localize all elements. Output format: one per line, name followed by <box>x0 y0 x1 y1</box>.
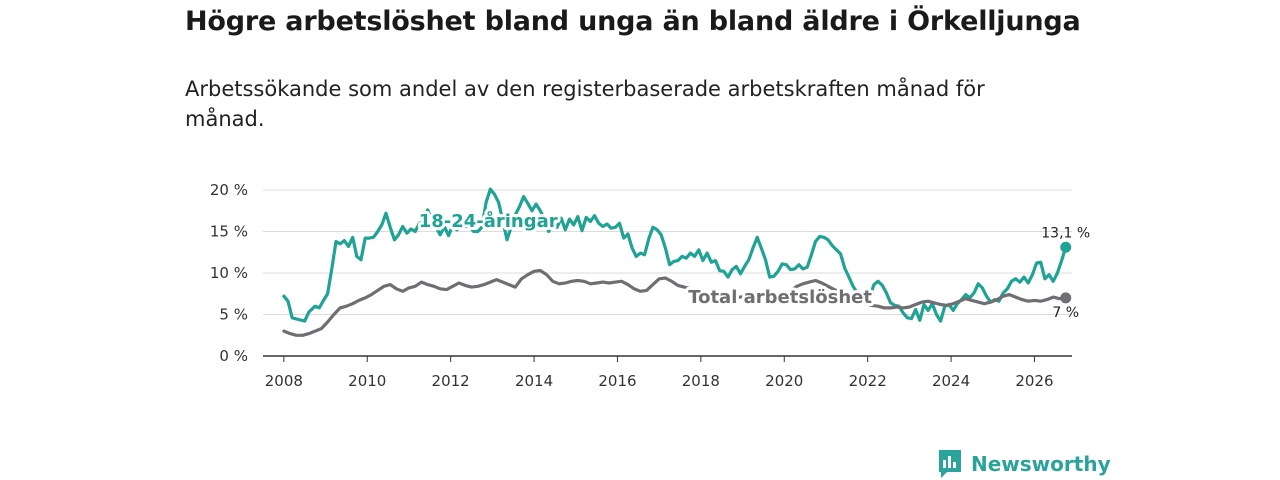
chart-labels: 13,1 % 7 % 18-24-åringar Total arbetslöshet <box>416 207 1091 321</box>
x-tick-label: 2022 <box>849 372 887 390</box>
x-tick-label: 2024 <box>932 372 970 390</box>
chart-subtitle: Arbetssökande som andel av den registerb… <box>185 77 985 131</box>
series-label-total: Total arbetslöshet <box>688 287 872 308</box>
chart-title: Högre arbetslöshet bland unga än bland ä… <box>185 6 1081 37</box>
series-line-total <box>282 268 1068 337</box>
y-tick-label: 10 % <box>210 264 248 282</box>
series-line-youth <box>282 187 1068 323</box>
newsworthy-logo-icon <box>939 450 961 478</box>
brand-name: Newsworthy <box>971 452 1111 476</box>
y-tick-label: 20 % <box>210 181 248 199</box>
x-tick-label: 2020 <box>765 372 803 390</box>
series-lines <box>282 187 1072 337</box>
end-value-label-youth: 13,1 % <box>1041 225 1090 241</box>
x-tick-label: 2014 <box>515 372 553 390</box>
series-label-youth: 18-24-åringar <box>419 210 558 232</box>
x-tick-label: 2010 <box>348 372 386 390</box>
end-marker-total <box>1060 292 1072 304</box>
newsworthy-brand[interactable]: Newsworthy <box>937 448 1111 480</box>
x-tick-label: 2026 <box>1015 372 1053 390</box>
y-tick-label: 0 % <box>219 347 248 365</box>
x-tick-label: 2012 <box>432 372 470 390</box>
x-tick-label: 2018 <box>682 372 720 390</box>
end-value-label-total: 7 % <box>1052 305 1079 321</box>
end-marker-youth <box>1060 241 1072 253</box>
y-tick-label: 15 % <box>210 223 248 241</box>
x-tick-label: 2016 <box>598 372 636 390</box>
axes: 0 % 5 % 10 % 15 % 20 % 2008 2010 2012 2014 2016 20… <box>210 181 1072 390</box>
y-tick-label: 5 % <box>219 306 248 324</box>
x-tick-label: 2008 <box>265 372 303 390</box>
